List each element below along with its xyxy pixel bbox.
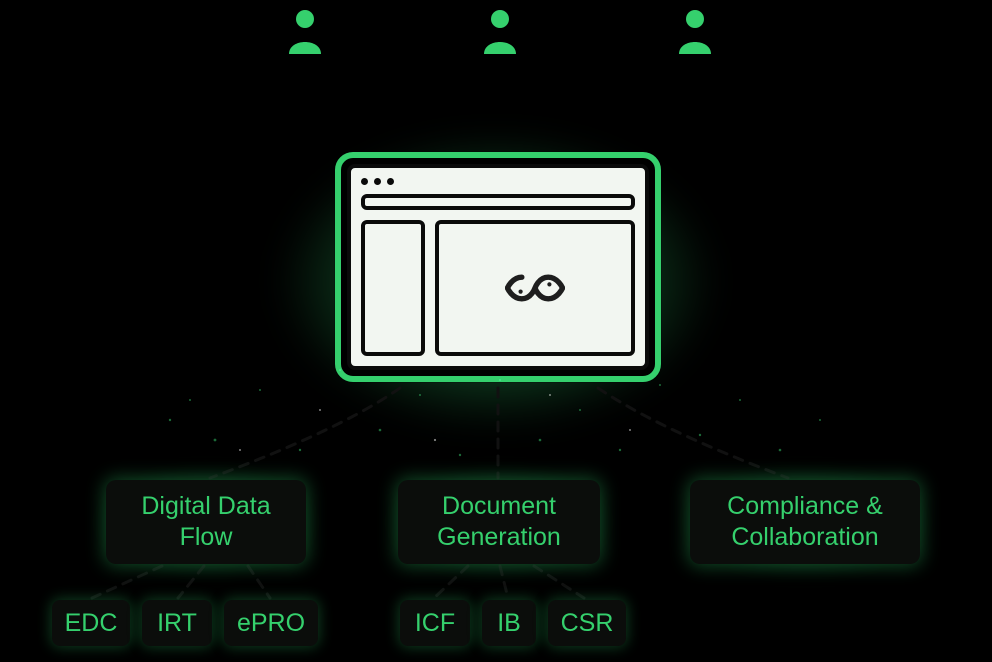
window-dots-icon (361, 178, 394, 185)
card-label: Compliance & Collaboration (708, 491, 902, 554)
url-bar (361, 194, 635, 210)
pill-label: EDC (65, 609, 118, 638)
pill-label: IRT (157, 609, 197, 638)
pill-edc: EDC (52, 600, 130, 646)
pill-csr: CSR (548, 600, 626, 646)
pill-label: CSR (561, 609, 614, 638)
card-digital-data-flow: Digital Data Flow (106, 480, 306, 564)
pill-label: ePRO (237, 609, 305, 638)
pill-ib: IB (482, 600, 536, 646)
pill-icf: ICF (400, 600, 470, 646)
infinity-logo-icon (505, 271, 565, 305)
pill-label: IB (497, 609, 521, 638)
browser-main (435, 220, 635, 356)
pill-epro: ePRO (224, 600, 318, 646)
browser-sidebar (361, 220, 425, 356)
card-document-generation: Document Generation (398, 480, 600, 564)
pill-label: ICF (415, 609, 455, 638)
card-compliance-collaboration: Compliance & Collaboration (690, 480, 920, 564)
card-label: Document Generation (416, 491, 582, 554)
pill-irt: IRT (142, 600, 212, 646)
browser-window (335, 152, 661, 382)
card-label: Digital Data Flow (124, 491, 288, 554)
